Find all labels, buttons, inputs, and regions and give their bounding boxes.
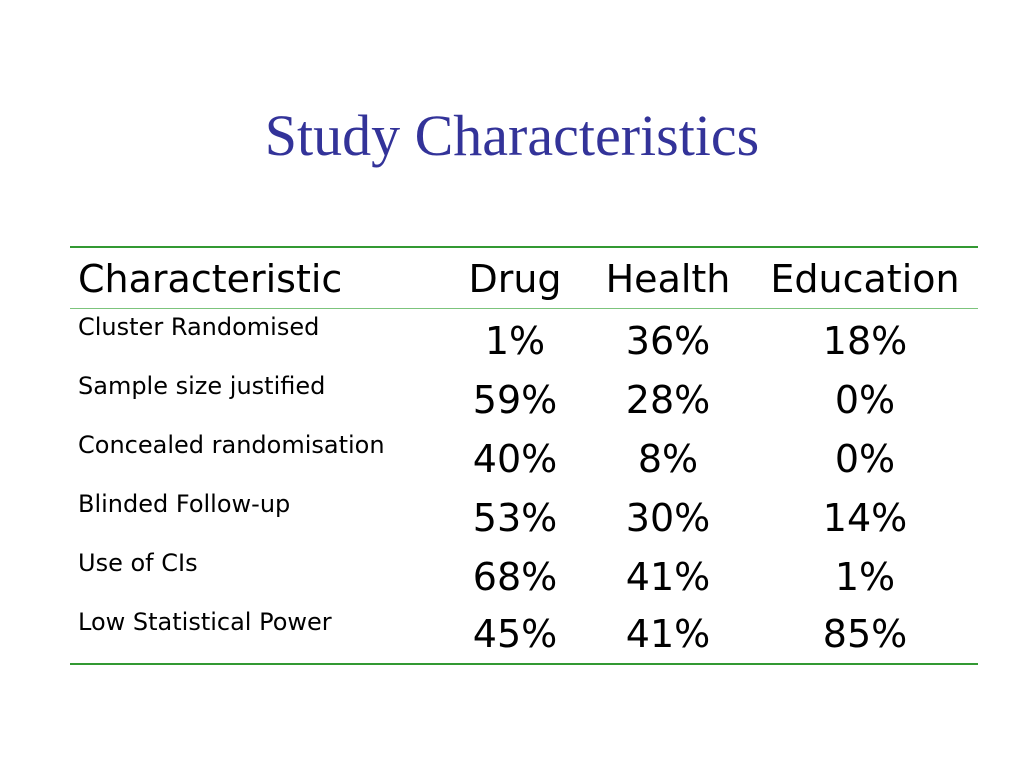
cell-drug: 68% (472, 555, 558, 599)
header-education: Education (770, 257, 960, 301)
cell-drug: 1% (484, 319, 546, 363)
row-label: Concealed randomisation (78, 431, 385, 459)
header-divider-rule (70, 308, 978, 309)
cell-education: 18% (822, 319, 908, 363)
cell-health: 8% (637, 437, 699, 481)
cell-drug: 40% (472, 437, 558, 481)
row-label: Use of CIs (78, 549, 198, 577)
cell-health: 30% (625, 496, 711, 540)
cell-health: 28% (625, 378, 711, 422)
cell-health: 41% (625, 612, 711, 656)
row-label: Blinded Follow-up (78, 490, 291, 518)
cell-education: 0% (834, 437, 896, 481)
cell-education: 1% (834, 555, 896, 599)
cell-drug: 59% (472, 378, 558, 422)
cell-drug: 45% (472, 612, 558, 656)
header-characteristic: Characteristic (78, 257, 343, 301)
cell-health: 41% (625, 555, 711, 599)
header-drug: Drug (468, 257, 562, 301)
header-health: Health (605, 257, 731, 301)
row-label: Low Statistical Power (78, 608, 332, 636)
cell-education: 0% (834, 378, 896, 422)
table-top-rule (70, 246, 978, 248)
table-bottom-rule (70, 663, 978, 665)
cell-drug: 53% (472, 496, 558, 540)
cell-education: 14% (822, 496, 908, 540)
cell-health: 36% (625, 319, 711, 363)
page-title: Study Characteristics (264, 103, 760, 168)
cell-education: 85% (822, 612, 908, 656)
row-label: Cluster Randomised (78, 313, 320, 341)
row-label: Sample size justified (78, 372, 326, 400)
